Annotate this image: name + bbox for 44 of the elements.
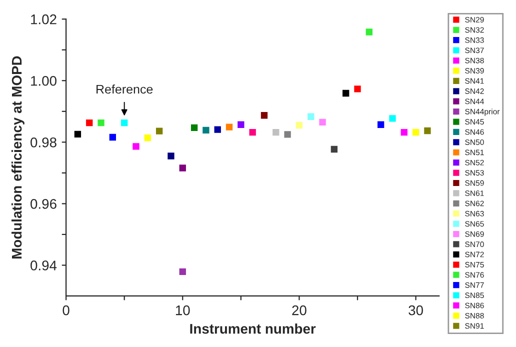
- x-tick-label: 20: [292, 305, 306, 316]
- y-tick-label: 0.94: [30, 260, 57, 270]
- y-tick-label: 1.00: [31, 76, 56, 86]
- point: [354, 86, 361, 92]
- point: [330, 146, 338, 153]
- y-tick-label: 0.96: [30, 199, 56, 209]
- point: [86, 119, 93, 126]
- point: [190, 124, 198, 132]
- annotation: Reference: [96, 84, 153, 94]
- point: [179, 164, 186, 172]
- point: [296, 122, 303, 129]
- x-tick-label: 10: [176, 305, 190, 316]
- y-tick-label: 1.02: [31, 14, 56, 24]
- x-tick-label: 0: [62, 305, 70, 316]
- x-axis-title: Instrument number: [190, 324, 316, 334]
- point: [284, 131, 291, 138]
- point: [412, 128, 420, 136]
- point: [226, 124, 233, 130]
- point: [98, 119, 104, 126]
- point: [74, 130, 82, 138]
- point: [260, 112, 268, 119]
- point: [308, 113, 314, 120]
- point: [202, 126, 210, 134]
- y-tick-label: 0.98: [30, 137, 56, 148]
- point: [342, 90, 350, 97]
- point: [377, 121, 384, 128]
- point: [389, 115, 396, 122]
- point: [121, 119, 128, 126]
- point: [272, 128, 280, 136]
- point: [156, 128, 163, 134]
- point: [214, 126, 221, 133]
- point: [179, 268, 186, 276]
- point: [366, 28, 372, 36]
- point: [424, 127, 431, 134]
- point: [168, 152, 174, 160]
- point: [109, 134, 116, 141]
- point: [238, 121, 244, 128]
- point: [249, 128, 256, 136]
- x-tick-label: 30: [408, 305, 423, 316]
- y-axis-title: Modulation efficiency at MOPD: [11, 56, 24, 258]
- point: [144, 134, 151, 142]
- point: [319, 118, 326, 126]
- point: [132, 143, 140, 150]
- point: [400, 128, 408, 136]
